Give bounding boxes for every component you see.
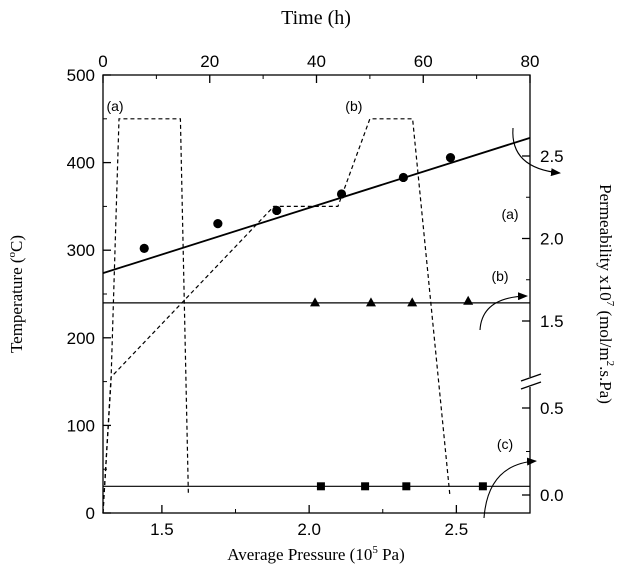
right-tick-label: 2.5 xyxy=(540,147,564,166)
bottom-tick-label: 1.5 xyxy=(150,520,174,539)
left-tick-label: 400 xyxy=(67,154,95,173)
left-tick-label: 500 xyxy=(67,66,95,85)
right-axis-title: Permeability x107 (mol/m2.s.Pa) xyxy=(596,184,616,404)
temperature-profile-label: (a) xyxy=(106,98,123,114)
fit-lines xyxy=(102,136,531,487)
marker-triangle xyxy=(365,297,376,307)
bottom-tick-label: 2.5 xyxy=(445,520,469,539)
right-tick-label: 1.5 xyxy=(540,312,564,331)
marker-square xyxy=(361,482,370,491)
marker-square xyxy=(316,482,325,491)
right-tick-label: 2.0 xyxy=(540,230,564,249)
left-tick-label: 100 xyxy=(67,416,95,435)
axis-break-mark xyxy=(520,373,542,390)
temperature-profile-label: (b) xyxy=(345,98,362,114)
series-arrow xyxy=(479,292,528,331)
series-arrows: (a) (b) (c) xyxy=(479,127,561,519)
bottom-tick-label: 2.0 xyxy=(297,520,321,539)
top-tick-label: 20 xyxy=(200,52,219,71)
left-axis-title: Temperature (oC) xyxy=(6,235,26,353)
top-tick-label: 0 xyxy=(98,52,107,71)
plot-frame xyxy=(102,74,531,514)
right-tick-label: 0.5 xyxy=(540,399,564,418)
marker-square xyxy=(402,482,411,491)
data-markers xyxy=(139,153,487,491)
fit-line xyxy=(102,136,531,275)
series-label: (c) xyxy=(497,436,513,452)
top-tick-label: 40 xyxy=(307,52,326,71)
series-label: (a) xyxy=(501,206,518,222)
top-tick-label: 80 xyxy=(521,52,540,71)
temperature-profile-line xyxy=(102,118,189,514)
marker-triangle xyxy=(310,297,321,307)
series-arrow xyxy=(483,457,537,519)
series-label: (b) xyxy=(491,268,508,284)
top-tick-label: 60 xyxy=(414,52,433,71)
marker-circle xyxy=(398,172,408,183)
marker-triangle xyxy=(407,297,418,307)
marker-circle xyxy=(139,243,149,253)
marker-circle xyxy=(213,219,223,229)
right-tick-label: 0.0 xyxy=(540,486,564,505)
marker-circle xyxy=(272,205,282,216)
marker-circle xyxy=(336,189,347,199)
series-arrow xyxy=(512,127,561,177)
marker-circle xyxy=(445,153,456,163)
left-tick-label: 300 xyxy=(67,241,95,260)
marker-triangle xyxy=(463,295,474,305)
marker-square xyxy=(478,482,487,491)
top-axis-title: Time (h) xyxy=(281,7,351,29)
bottom-axis-title: Average Pressure (105 Pa) xyxy=(227,544,405,564)
temperature-profiles: (a) (b) xyxy=(102,98,451,514)
left-tick-label: 0 xyxy=(86,504,95,523)
left-tick-label: 200 xyxy=(67,329,95,348)
temperature-profile-line xyxy=(102,118,451,514)
tick-marks xyxy=(102,74,531,514)
